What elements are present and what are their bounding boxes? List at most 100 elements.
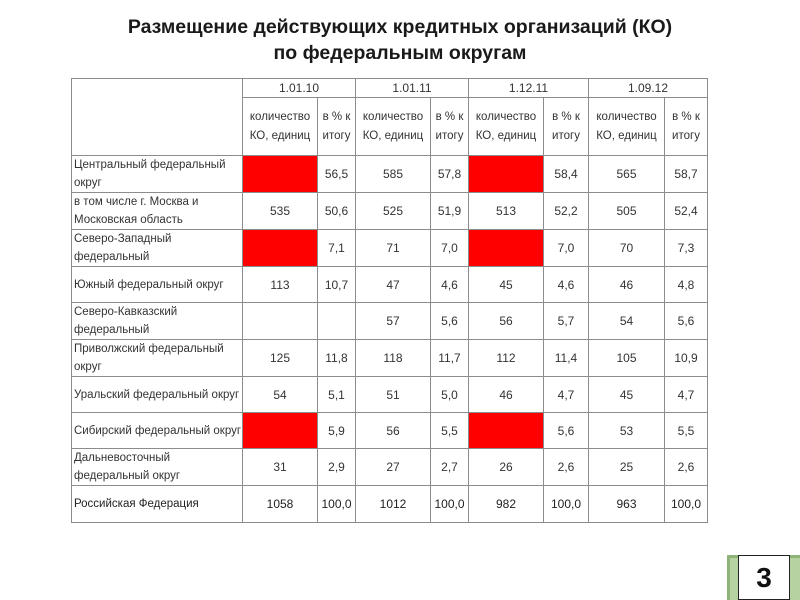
share-cell: 5,9	[317, 412, 356, 449]
count-cell: 118	[355, 339, 431, 377]
count-subheader: количество КО, единиц	[588, 97, 665, 156]
share-cell: 7,1	[317, 229, 356, 267]
share-value: 7,3	[677, 241, 695, 255]
share-cell: 4,6	[543, 266, 589, 303]
count-cell: 46	[588, 266, 665, 303]
share-cell: 7,0	[430, 229, 469, 267]
share-cell: 5,7	[543, 302, 589, 340]
count-value: 45	[619, 387, 634, 402]
count-value: 105	[616, 351, 637, 365]
count-subheader: количество КО, единиц	[242, 97, 318, 156]
count-value: 51	[386, 387, 400, 402]
share-cell: 10,9	[664, 339, 708, 377]
count-cell: 573	[468, 155, 544, 193]
slide-title: Размещение действующих кредитных организ…	[0, 14, 800, 66]
count-value: 46	[499, 387, 513, 402]
count-cell	[242, 302, 318, 340]
count-value: 62	[273, 423, 287, 438]
count-cell: 53	[588, 412, 665, 449]
share-value: 57,8	[437, 167, 462, 181]
region-label: Южный федеральный округ	[71, 266, 243, 303]
count-value: 47	[386, 277, 400, 292]
count-value: 112	[496, 351, 516, 365]
share-cell: 5,6	[664, 302, 708, 340]
share-value: 7,0	[557, 241, 575, 255]
count-value: 53	[619, 423, 634, 438]
share-value: 5,5	[441, 423, 458, 438]
table-row: Южный федеральный округ 113 10,7 47 4,6 45 4,6…	[71, 266, 708, 303]
share-value: 4,6	[441, 277, 458, 292]
count-value: 70	[619, 241, 634, 255]
share-value: 51,9	[437, 204, 462, 218]
count-value: 27	[386, 460, 400, 474]
count-value: 55	[499, 423, 513, 438]
share-value: 2,6	[557, 460, 575, 474]
share-value: 2,7	[441, 460, 458, 474]
region-label: Дальневосточный федеральный округ	[71, 448, 243, 486]
share-value: 4,7	[677, 387, 695, 402]
count-cell: 25	[588, 448, 665, 486]
count-value: 118	[383, 351, 403, 365]
count-cell: 505	[588, 192, 665, 230]
region-label: Северо-Западный федеральный	[71, 229, 243, 267]
count-cell: 75	[242, 229, 318, 267]
share-cell: 5,6	[543, 412, 589, 449]
share-subheader: в % к итогу	[317, 97, 356, 156]
count-cell: 69	[468, 229, 544, 267]
count-value: 125	[269, 351, 291, 365]
share-cell: 58,7	[664, 155, 708, 193]
share-cell: 2,9	[317, 448, 356, 486]
count-value: 25	[619, 460, 634, 474]
count-value: 45	[499, 277, 513, 292]
share-cell: 7,0	[543, 229, 589, 267]
share-value: 5,6	[557, 423, 575, 438]
share-cell: 2,6	[664, 448, 708, 486]
region-label: Уральский федеральный округ	[71, 376, 243, 413]
share-cell: 5,6	[430, 302, 469, 340]
count-value: 75	[273, 241, 287, 255]
share-value: 11,4	[554, 351, 578, 365]
share-cell: 11,7	[430, 339, 469, 377]
share-value: 4,7	[557, 387, 575, 402]
count-value: 525	[382, 204, 404, 218]
share-value: 7,1	[328, 241, 345, 255]
count-cell: 45	[588, 376, 665, 413]
count-cell: 54	[242, 376, 318, 413]
header-corner-cell	[71, 78, 243, 156]
share-value: 50,6	[324, 204, 349, 218]
share-value: 10,9	[674, 351, 698, 365]
total-share-cell: 100,0	[664, 485, 708, 523]
table-row: Дальневосточный федеральный округ 31 2,9 27…	[71, 448, 708, 486]
share-value: 5,7	[557, 314, 575, 328]
count-cell: 62	[242, 412, 318, 449]
total-count-cell: 1058	[242, 485, 318, 523]
count-cell: 565	[588, 155, 665, 193]
share-value: 56,5	[324, 167, 349, 181]
subheader-row: количество КО, единиц в % к итогу количе…	[72, 97, 708, 156]
share-value: 5,6	[441, 314, 458, 328]
share-value: 5,0	[441, 387, 458, 402]
period-header: 1.12.11	[468, 78, 589, 98]
share-cell: 58,4	[543, 155, 589, 193]
share-cell: 52,2	[543, 192, 589, 230]
share-value: 11,8	[325, 351, 348, 365]
count-cell: 513	[468, 192, 544, 230]
share-subheader: в % к итогу	[430, 97, 469, 156]
share-subheader: в % к итогу	[664, 97, 708, 156]
region-label: Приволжский федеральный округ	[71, 339, 243, 377]
share-value: 5,6	[677, 314, 695, 328]
count-value: 54	[619, 314, 634, 328]
share-value: 58,4	[554, 167, 578, 181]
share-value: 11,7	[438, 351, 461, 365]
count-cell: 47	[355, 266, 431, 303]
share-cell: 7,3	[664, 229, 708, 267]
table-row: Северо-Западный федеральный 75 7,1 71 7,0 69 7…	[71, 229, 708, 267]
share-value: 2,9	[328, 460, 345, 474]
share-cell: 52,4	[664, 192, 708, 230]
share-value: 5,9	[328, 423, 345, 438]
period-header-row: 1.01.10 1.01.11 1.12.11 1.09.12	[71, 78, 708, 156]
count-cell: 56	[468, 302, 544, 340]
count-cell: 51	[355, 376, 431, 413]
share-cell: 4,7	[543, 376, 589, 413]
total-count-cell: 982	[468, 485, 544, 523]
